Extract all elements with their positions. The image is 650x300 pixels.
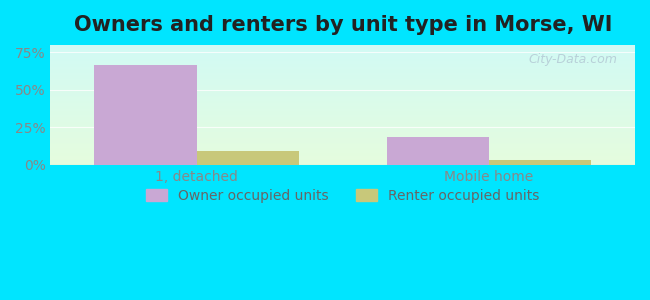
Bar	[489, 160, 591, 165]
Bar	[94, 65, 196, 165]
Bar	[387, 137, 489, 165]
Legend: Owner occupied units, Renter occupied units: Owner occupied units, Renter occupied un…	[140, 183, 545, 208]
Title: Owners and renters by unit type in Morse, WI: Owners and renters by unit type in Morse…	[73, 15, 612, 35]
Text: City-Data.com: City-Data.com	[528, 53, 618, 66]
Bar	[196, 151, 299, 165]
